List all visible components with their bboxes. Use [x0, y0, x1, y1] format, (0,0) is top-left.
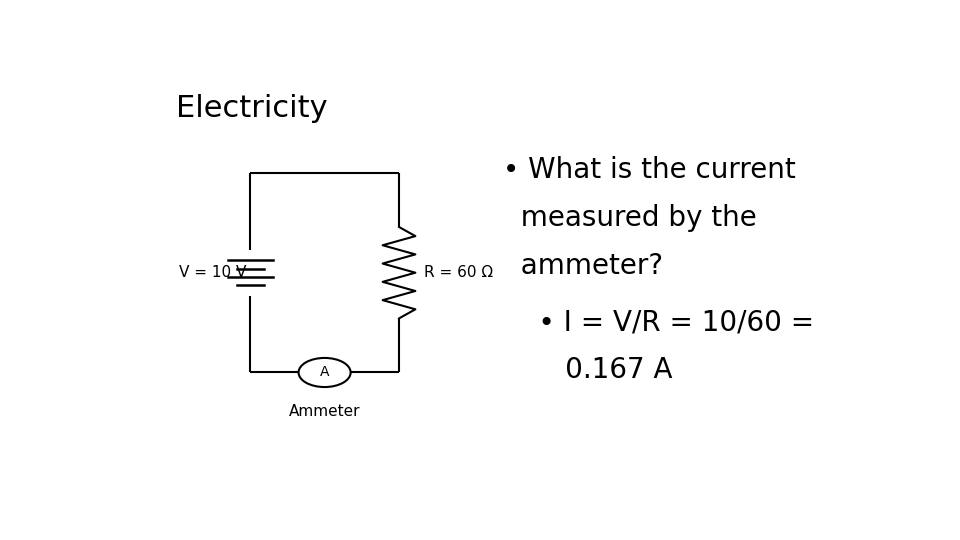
Text: R = 60 Ω: R = 60 Ω [424, 265, 493, 280]
Text: A: A [320, 366, 329, 380]
Text: Electricity: Electricity [176, 94, 327, 123]
Text: Ammeter: Ammeter [289, 404, 360, 418]
Text: V = 10 V: V = 10 V [180, 265, 247, 280]
Text: • What is the current: • What is the current [503, 156, 796, 184]
Text: • I = V/R = 10/60 =: • I = V/R = 10/60 = [503, 308, 814, 336]
Text: ammeter?: ammeter? [503, 252, 663, 280]
Text: 0.167 A: 0.167 A [503, 356, 673, 384]
Text: measured by the: measured by the [503, 204, 756, 232]
